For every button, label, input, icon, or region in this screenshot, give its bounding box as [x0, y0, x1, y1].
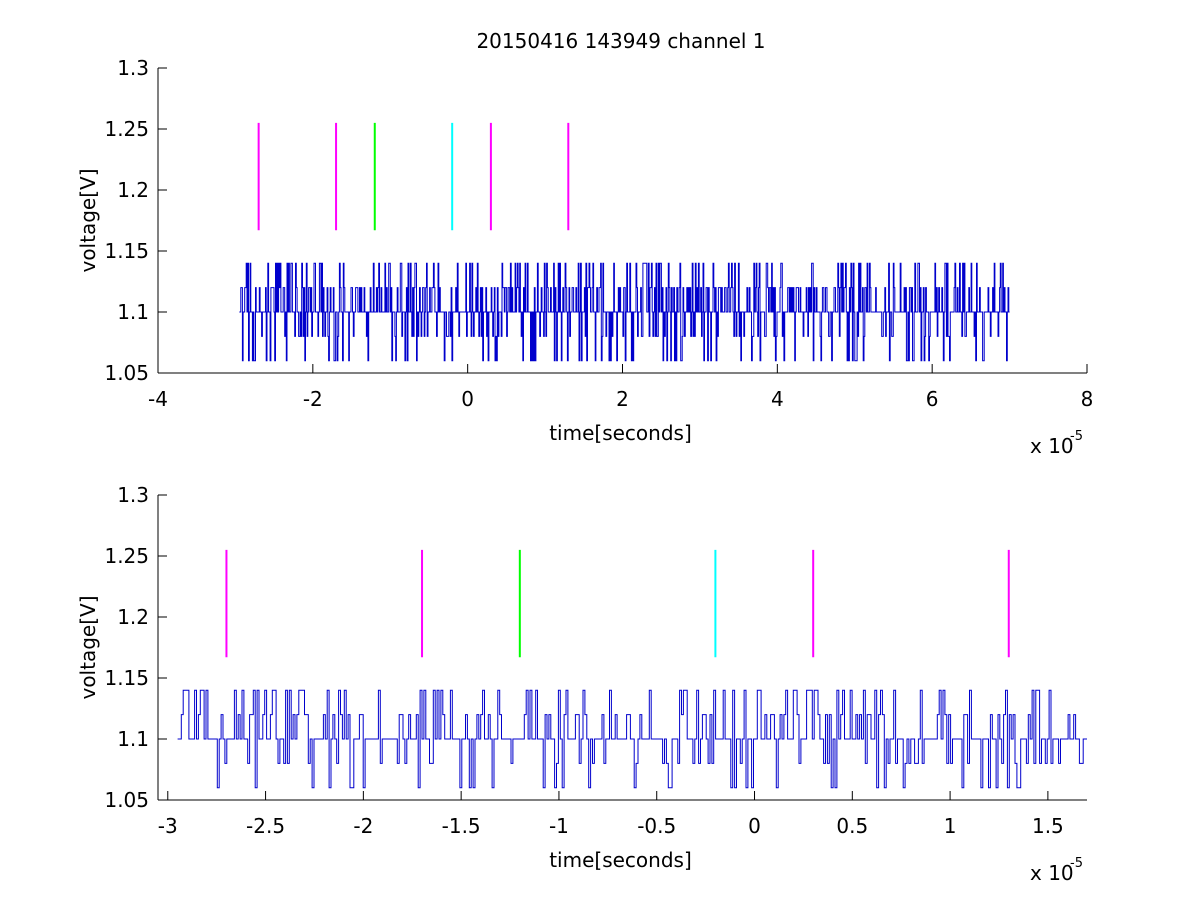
x-axis-label: time[seconds]	[549, 848, 692, 872]
x-tick-label: 8	[1081, 387, 1094, 411]
y-tick-label: 1.1	[117, 300, 149, 324]
x-tick-label: -4	[148, 387, 168, 411]
x-tick-label: -2	[353, 814, 373, 838]
x-multiplier-exponent: -5	[1070, 856, 1083, 871]
x-tick-label: -2.5	[246, 814, 285, 838]
y-tick-label: 1.3	[117, 483, 149, 507]
figure-title: 20150416 143949 channel 1	[476, 29, 765, 53]
x-tick-label: 6	[926, 387, 939, 411]
top-plot: 1.05 1.1 1.15 1.2 1.25 1.3 -4 -2 0 2 4 6 8 time[secon…	[76, 56, 1093, 458]
y-axis-label: voltage[V]	[76, 168, 100, 272]
x-multiplier-label: x 10	[1030, 861, 1074, 885]
x-tick-label: -1.5	[442, 814, 481, 838]
x-tick-label: 0	[461, 387, 474, 411]
x-tick-label: -0.5	[637, 814, 676, 838]
x-tick-label: 0.5	[836, 814, 868, 838]
x-tick-label: -3	[158, 814, 178, 838]
y-tick-label: 1.1	[117, 727, 149, 751]
x-multiplier-label: x 10	[1030, 434, 1074, 458]
y-tick-label: 1.2	[117, 605, 149, 629]
y-axis-label: voltage[V]	[76, 595, 100, 699]
x-tick-label: -2	[303, 387, 323, 411]
y-tick-label: 1.15	[104, 666, 149, 690]
bottom-plot: 1.05 1.1 1.15 1.2 1.25 1.3 -3 -2.5 -2 -1.5 -1 -0.5 0…	[76, 483, 1087, 885]
x-tick-label: 4	[771, 387, 784, 411]
x-multiplier-exponent: -5	[1070, 429, 1083, 444]
signal-trace	[239, 262, 1010, 362]
y-tick-label: 1.15	[104, 239, 149, 263]
x-tick-label: 2	[616, 387, 629, 411]
y-tick-label: 1.05	[104, 361, 149, 385]
y-tick-label: 1.2	[117, 178, 149, 202]
y-tick-label: 1.3	[117, 56, 149, 80]
x-tick-label: 1	[944, 814, 957, 838]
x-tick-label: -1	[549, 814, 569, 838]
y-tick-label: 1.25	[104, 544, 149, 568]
x-tick-label: 1.5	[1032, 814, 1064, 838]
y-tick-label: 1.25	[104, 117, 149, 141]
signal-trace	[177, 689, 1087, 789]
y-tick-label: 1.05	[104, 788, 149, 812]
x-axis-label: time[seconds]	[549, 421, 692, 445]
x-tick-label: 0	[748, 814, 761, 838]
